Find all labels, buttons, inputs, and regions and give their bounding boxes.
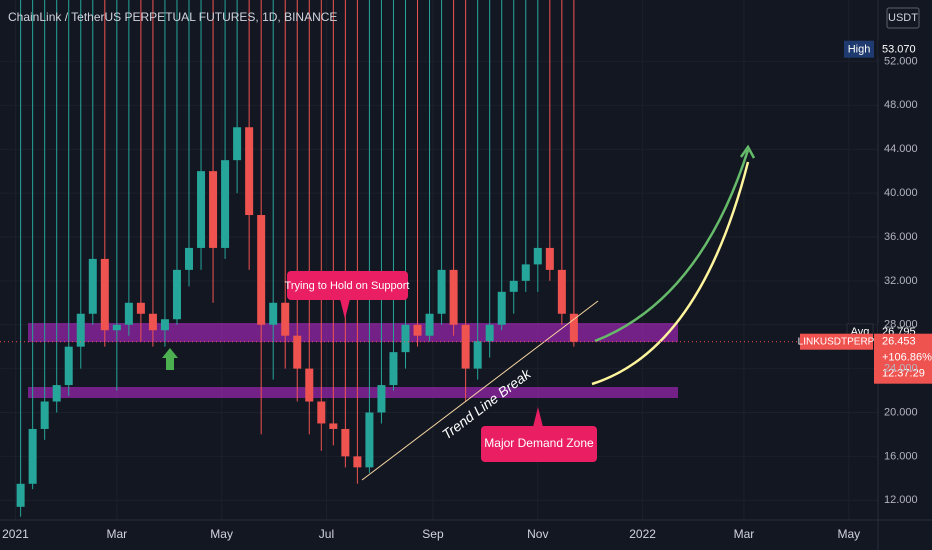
candle-body bbox=[413, 324, 422, 336]
callout-pointer bbox=[533, 407, 543, 427]
y-tick-label: 20.000 bbox=[884, 406, 918, 418]
candle-body bbox=[377, 385, 386, 413]
y-tick-label: 24.000 bbox=[884, 363, 918, 375]
candle-body bbox=[209, 171, 218, 248]
y-tick-label: 48.000 bbox=[884, 99, 918, 111]
y-tick-label: 16.000 bbox=[884, 450, 918, 462]
x-tick-label: May bbox=[210, 527, 233, 541]
candle-body bbox=[497, 291, 506, 325]
candle-body bbox=[257, 215, 266, 325]
candle-body bbox=[473, 341, 482, 369]
y-tick-label: 28.000 bbox=[884, 319, 918, 331]
candle-body bbox=[425, 313, 434, 336]
symbol-name: LINKUSDTPERP bbox=[798, 336, 875, 347]
candle-body bbox=[521, 264, 530, 281]
last-change: +106.86% bbox=[882, 352, 932, 364]
support-zone bbox=[28, 323, 678, 342]
high-value: 53.070 bbox=[882, 44, 916, 56]
candle-body bbox=[449, 269, 458, 325]
candle-body bbox=[389, 352, 398, 386]
candle-body bbox=[136, 302, 145, 314]
high-tag bbox=[844, 40, 874, 58]
candle-body bbox=[197, 171, 206, 248]
candle-body bbox=[112, 324, 121, 331]
chart-title: ChainLink / TetherUS PERPETUAL FUTURES, … bbox=[8, 10, 337, 24]
candles bbox=[16, 0, 578, 517]
candle-body bbox=[569, 313, 578, 342]
callout-text: Trying to Hold on Support bbox=[285, 280, 410, 292]
candle-body bbox=[76, 313, 85, 347]
y-tick-label: 36.000 bbox=[884, 231, 918, 243]
y-tick-label: 52.000 bbox=[884, 55, 918, 67]
candle-body bbox=[485, 324, 494, 342]
candle-body bbox=[28, 428, 37, 484]
candle-body bbox=[293, 335, 302, 369]
candle-body bbox=[40, 401, 49, 429]
last-box bbox=[874, 333, 932, 384]
projection-yellow bbox=[591, 161, 750, 386]
candle-body bbox=[64, 346, 73, 386]
candle-body bbox=[52, 385, 61, 402]
candle-body bbox=[233, 127, 242, 161]
candle-body bbox=[269, 302, 278, 325]
projection-green bbox=[594, 149, 750, 343]
x-tick-label: May bbox=[837, 527, 860, 541]
candle-body bbox=[353, 456, 362, 468]
countdown: 12:37:29 bbox=[882, 368, 925, 380]
up-arrow bbox=[162, 348, 178, 370]
trend-line bbox=[361, 300, 599, 481]
high-name: High bbox=[848, 44, 871, 56]
candle-body bbox=[401, 324, 410, 353]
x-tick-label: 2021 bbox=[2, 527, 29, 541]
candle-body bbox=[160, 319, 169, 331]
symbol-tag bbox=[800, 333, 873, 350]
candle-body bbox=[329, 423, 338, 429]
currency: USDT bbox=[888, 12, 918, 24]
callout-box bbox=[287, 271, 408, 300]
y-tick-label: 40.000 bbox=[884, 187, 918, 199]
callout-pointer bbox=[340, 299, 350, 319]
candle-body bbox=[185, 247, 194, 270]
x-tick-label: Mar bbox=[107, 527, 128, 541]
candle-body bbox=[281, 302, 290, 336]
candle-body bbox=[317, 401, 326, 424]
x-tick-label: Nov bbox=[527, 527, 548, 541]
candle-body bbox=[557, 269, 566, 314]
candle-body bbox=[509, 280, 518, 292]
candle-body bbox=[533, 247, 542, 265]
candle-body bbox=[88, 258, 97, 314]
x-tick-label: Sep bbox=[422, 527, 444, 541]
candle-body bbox=[461, 324, 470, 369]
candle-body bbox=[16, 483, 25, 507]
x-tick-label: Jul bbox=[319, 527, 334, 541]
candle-body bbox=[172, 269, 181, 320]
candle-body bbox=[124, 302, 133, 325]
demand-zone bbox=[28, 387, 678, 398]
candle-body bbox=[305, 368, 314, 402]
candle-body bbox=[100, 258, 109, 331]
x-tick-label: 2022 bbox=[629, 527, 656, 541]
candle-body bbox=[245, 127, 254, 216]
y-tick-label: 44.000 bbox=[884, 143, 918, 155]
y-tick-label: 32.000 bbox=[884, 275, 918, 287]
currency-box bbox=[886, 7, 920, 29]
callout-text: Major Demand Zone bbox=[484, 436, 594, 450]
arrow-head bbox=[739, 144, 756, 159]
y-tick-label: 12.000 bbox=[884, 494, 918, 506]
candle-body bbox=[341, 428, 350, 457]
x-tick-label: Mar bbox=[734, 527, 755, 541]
candle-body bbox=[545, 247, 554, 270]
candle-body bbox=[365, 412, 374, 468]
candle-body bbox=[221, 160, 230, 248]
grid bbox=[0, 0, 878, 520]
candle-body bbox=[437, 269, 446, 314]
candle-body bbox=[148, 313, 157, 331]
last-value: 26.453 bbox=[882, 336, 916, 348]
high-box bbox=[878, 40, 932, 58]
callout-box bbox=[481, 426, 597, 462]
